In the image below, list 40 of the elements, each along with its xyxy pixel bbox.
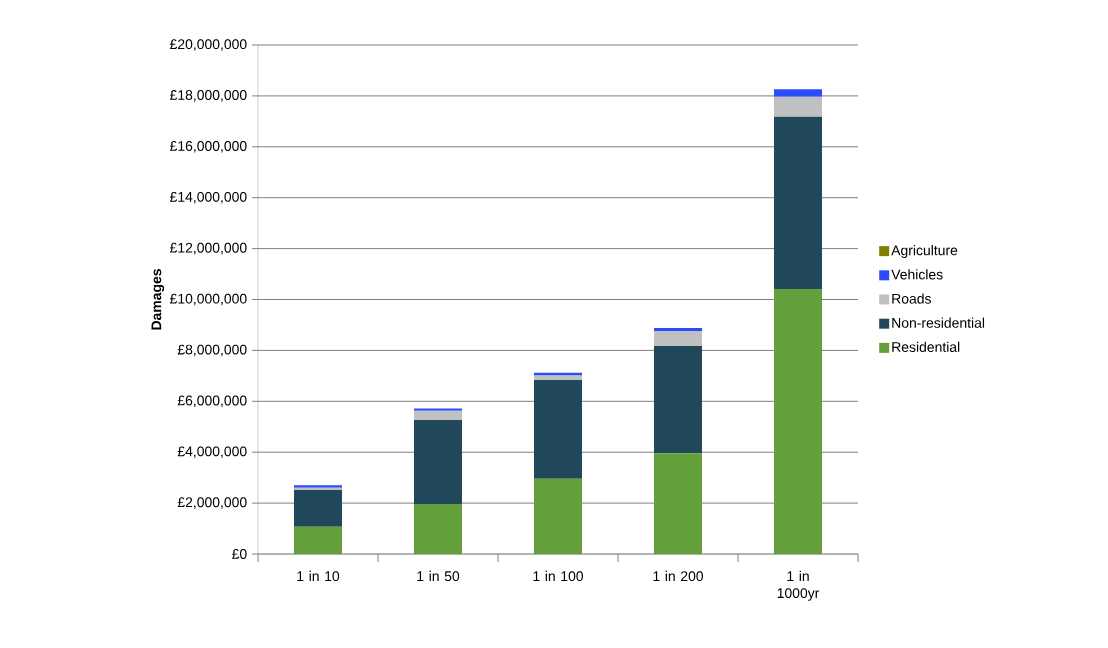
- bar: [774, 89, 823, 97]
- bar: [414, 419, 462, 505]
- bar: [774, 289, 823, 554]
- y-tick-label: £20,000,000: [169, 39, 247, 51]
- bar: [534, 375, 582, 380]
- legend-label: Agriculture: [891, 245, 958, 259]
- legend-label: Residential: [892, 341, 960, 353]
- y-tick-label: £8,000,000: [177, 344, 247, 357]
- y-tick-label: £2,000,000: [177, 497, 247, 509]
- legend-label: Roads: [892, 293, 931, 304]
- bar: [414, 410, 462, 420]
- bar: [534, 372, 582, 376]
- y-tick-label: £6,000,000: [177, 395, 247, 408]
- x-tick-label: 1 in 200: [653, 570, 704, 582]
- x-tick-label: 1 in 50: [417, 570, 460, 582]
- bar: [534, 379, 582, 479]
- bar: [774, 96, 823, 117]
- bar: [774, 116, 823, 290]
- x-tick-label: 1 in 100: [533, 570, 584, 582]
- legend-label: Vehicles: [891, 269, 943, 280]
- y-tick-label: £0: [232, 549, 247, 559]
- y-tick-label: £16,000,000: [169, 141, 247, 153]
- y-axis-title: Damages: [151, 269, 165, 330]
- bar: [654, 331, 703, 347]
- bar: [654, 328, 703, 332]
- bar: [534, 478, 582, 554]
- x-tick-label: 1 in 10: [297, 570, 340, 582]
- y-tick-label: £12,000,000: [169, 242, 247, 255]
- bar: [414, 504, 462, 554]
- legend-label: Non-residential: [892, 317, 985, 328]
- y-tick-label: £10,000,000: [169, 293, 247, 306]
- bar: [414, 408, 462, 411]
- bar: [654, 346, 703, 454]
- bar: [654, 453, 703, 554]
- bar: [294, 526, 342, 554]
- y-tick-label: £18,000,000: [169, 90, 247, 102]
- y-tick-label: £14,000,000: [169, 191, 247, 204]
- y-tick-label: £4,000,000: [177, 446, 247, 458]
- bar: [294, 490, 342, 527]
- x-tick-label: 1 in 1000yr: [777, 570, 820, 601]
